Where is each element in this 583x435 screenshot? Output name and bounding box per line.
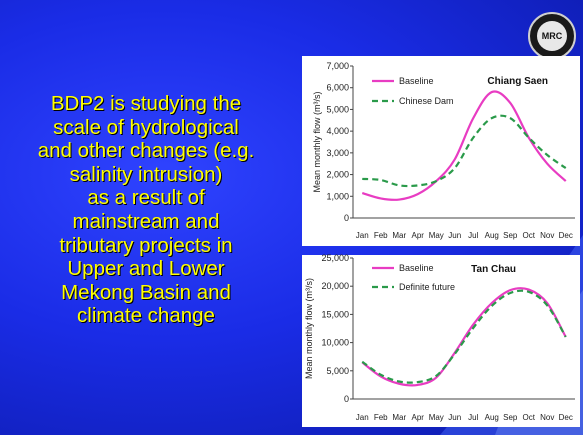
x-tick-label: May — [429, 231, 444, 240]
chart-title: Tan Chau — [471, 264, 516, 275]
x-tick-label: Sep — [503, 231, 518, 240]
x-tick-label: Dec — [559, 413, 573, 422]
y-tick-label: 25,000 — [321, 253, 349, 263]
x-tick-label: Jan — [356, 413, 369, 422]
y-tick-label: 1,000 — [326, 191, 349, 201]
x-tick-label: Nov — [540, 413, 554, 422]
y-tick-label: 20,000 — [321, 281, 349, 291]
legend-label: Baseline — [399, 76, 434, 86]
y-tick-label: 5,000 — [326, 366, 349, 376]
x-tick-label: Feb — [374, 413, 388, 422]
x-tick-label: Mar — [392, 413, 406, 422]
y-tick-label: 0 — [344, 394, 349, 404]
body-line: Upper and Lower — [67, 257, 225, 281]
body-line: climate change — [77, 304, 215, 328]
y-tick-label: 0 — [344, 213, 349, 223]
body-line: Mekong Basin and — [61, 280, 231, 304]
x-tick-label: May — [429, 413, 444, 422]
mrc-logo: MRC — [528, 12, 576, 60]
x-tick-label: Feb — [374, 231, 388, 240]
y-tick-label: 4,000 — [326, 126, 349, 136]
y-tick-label: 7,000 — [326, 61, 349, 71]
body-line: scale of hydrological — [53, 115, 239, 139]
x-tick-label: Oct — [523, 231, 536, 240]
body-line: and other changes (e.g. — [37, 139, 255, 163]
y-tick-label: 6,000 — [326, 83, 349, 93]
x-tick-label: Jul — [468, 231, 478, 240]
body-line: BDP2 is studying the — [50, 92, 242, 115]
chart-title: Chiang Saen — [487, 76, 548, 87]
body-line: salinity intrusion) — [69, 162, 223, 186]
y-tick-label: 15,000 — [321, 309, 349, 319]
y-tick-label: 3,000 — [326, 148, 349, 158]
legend-label: Definite future — [399, 282, 455, 292]
y-tick-label: 5,000 — [326, 104, 349, 114]
series-line-definite-future — [361, 289, 567, 384]
legend-label: Chinese Dam — [399, 96, 454, 106]
chart-panel — [302, 56, 580, 246]
x-tick-label: Jul — [468, 413, 478, 422]
chart-1: 0 5,000 10,000 15,000 20,000 25,000 Jan Feb Mar A… — [302, 253, 580, 427]
body-text: BDP2 is studying the scale of hydrologic… — [12, 92, 280, 328]
chart-0: 0 1,000 2,000 3,000 4,000 5,000 6,000 7,000 Jan F… — [302, 56, 580, 246]
y-tick-label: 2,000 — [326, 170, 349, 180]
x-tick-label: Mar — [392, 231, 406, 240]
body-line: mainstream and — [72, 209, 220, 233]
series-line-baseline — [361, 287, 567, 387]
x-tick-label: Jun — [448, 413, 461, 422]
y-axis-label: Mean monthly flow (m³/s) — [304, 278, 314, 379]
x-tick-label: Apr — [412, 231, 425, 240]
x-tick-label: Jan — [356, 231, 369, 240]
body-line: tributary projects in — [59, 233, 233, 257]
x-tick-label: Jun — [448, 231, 461, 240]
x-tick-label: Aug — [485, 231, 499, 240]
x-tick-label: Dec — [559, 231, 573, 240]
chart-panel — [302, 255, 580, 427]
x-tick-label: Apr — [412, 413, 425, 422]
x-tick-label: Aug — [485, 413, 499, 422]
mrc-logo-text: MRC — [537, 21, 567, 51]
x-tick-label: Sep — [503, 413, 518, 422]
y-tick-label: 10,000 — [321, 338, 349, 348]
series-line-chinese-dam — [362, 114, 567, 188]
x-tick-label: Oct — [523, 413, 536, 422]
x-tick-label: Nov — [540, 231, 554, 240]
y-axis-label: Mean monthly flow (m³/s) — [312, 91, 322, 192]
body-line: as a result of — [87, 186, 205, 210]
legend-label: Baseline — [399, 263, 434, 273]
